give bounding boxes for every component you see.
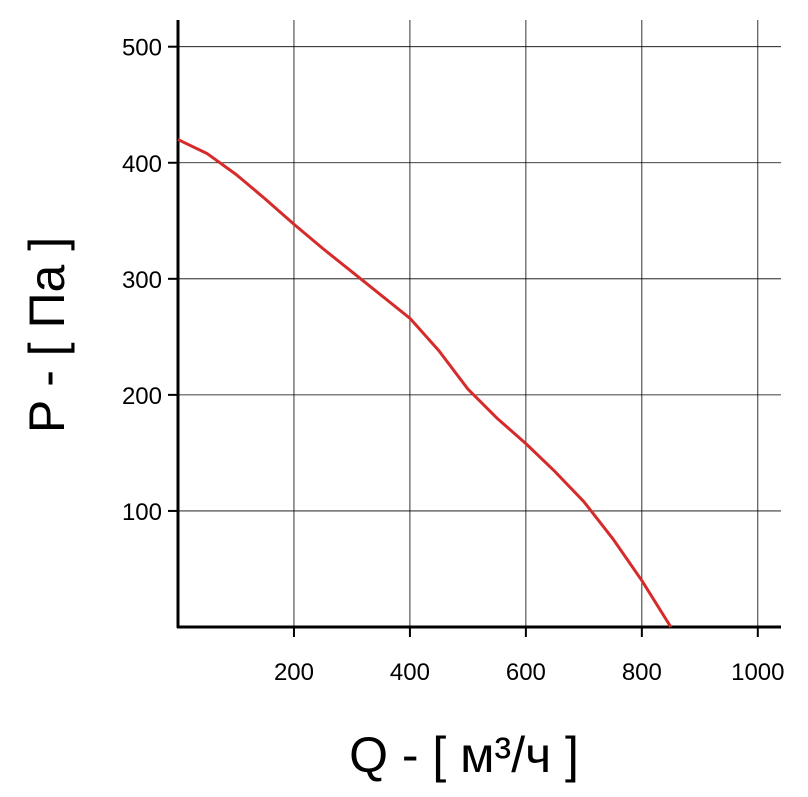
y-tick-label: 100 [122, 499, 162, 526]
y-axis-title: P - [ Па ] [19, 237, 75, 433]
y-tick-label: 300 [122, 267, 162, 294]
y-tick-label: 200 [122, 383, 162, 410]
x-tick-label: 1000 [731, 659, 784, 686]
x-tick-label: 600 [506, 659, 546, 686]
x-axis-title: Q - [ м³/ч ] [349, 727, 579, 783]
x-tick-label: 400 [390, 659, 430, 686]
line-series [177, 138, 673, 628]
y-tick-label: 400 [122, 151, 162, 178]
x-tick-label: 200 [274, 659, 314, 686]
y-tick-label: 500 [122, 35, 162, 62]
x-tick-label: 800 [622, 659, 662, 686]
